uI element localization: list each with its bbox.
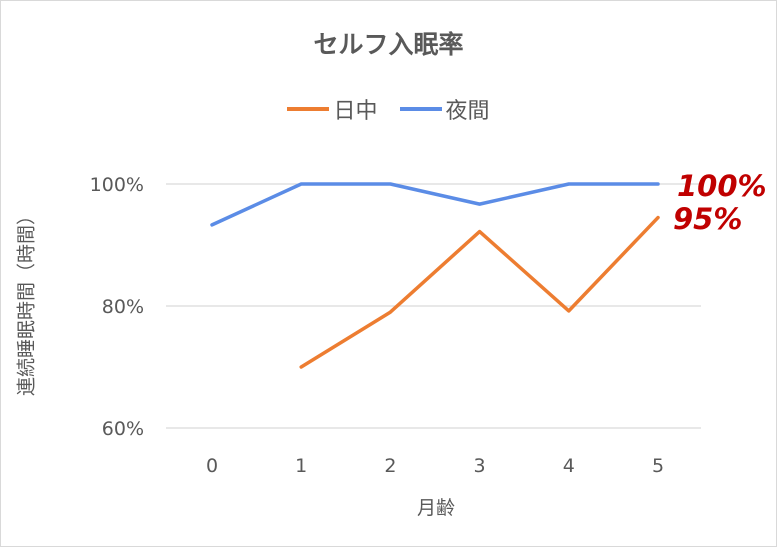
- x-tick-label: 2: [384, 455, 396, 477]
- legend: 日中 夜間: [1, 93, 776, 125]
- legend-label-night: 夜間: [445, 99, 490, 124]
- y-tick-label: 100%: [90, 174, 144, 196]
- x-tick-label: 4: [563, 455, 575, 477]
- annotation-label: 100%: [677, 169, 767, 203]
- legend-swatch-night: [399, 107, 442, 111]
- legend-item-night: 夜間: [399, 93, 490, 125]
- x-tick-label: 3: [474, 455, 486, 477]
- x-tick-label: 0: [206, 455, 218, 477]
- series-line-1: [210, 182, 660, 227]
- annotation-label: 95%: [673, 202, 742, 236]
- legend-item-daytime: 日中: [287, 93, 378, 125]
- x-tick-label: 5: [652, 455, 664, 477]
- y-tick-label: 80%: [102, 296, 144, 318]
- y-tick-label: 60%: [102, 418, 144, 440]
- x-axis-label: 月齢: [416, 497, 456, 519]
- legend-swatch-daytime: [287, 107, 330, 111]
- chart-title: セルフ入眠率: [313, 30, 464, 59]
- x-tick-label: 1: [295, 455, 307, 477]
- legend-label-daytime: 日中: [333, 99, 378, 124]
- series-line-0: [299, 215, 660, 369]
